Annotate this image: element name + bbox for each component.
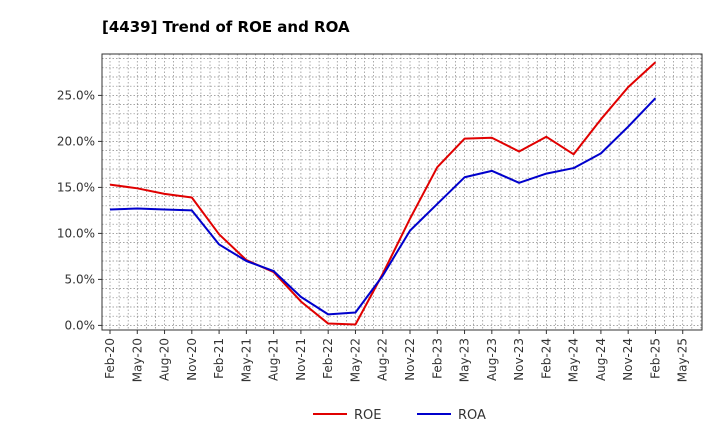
legend-label-roa: ROA: [458, 408, 486, 423]
x-tick-label: Feb-21: [212, 338, 226, 379]
x-tick-label: Feb-22: [321, 338, 335, 379]
x-tick-label: Nov-20: [185, 338, 199, 381]
legend-label-roe: ROE: [354, 408, 381, 423]
x-tick-label: May-20: [130, 338, 144, 382]
x-tick-label: Aug-22: [376, 338, 390, 381]
y-tick-label: 20.0%: [57, 134, 95, 148]
x-tick-label: Aug-24: [594, 338, 608, 381]
y-tick-label: 15.0%: [57, 180, 95, 194]
y-tick-label: 5.0%: [65, 272, 96, 286]
legend: ROE ROA: [313, 408, 486, 423]
x-tick-label: Aug-20: [158, 338, 172, 381]
x-tick-label: Feb-24: [539, 338, 553, 379]
x-tick-label: May-23: [458, 338, 472, 382]
series-line-roa: [109, 97, 657, 316]
x-tick-label: May-25: [676, 338, 690, 382]
x-tick-label: May-24: [567, 338, 581, 382]
x-tick-label: Nov-21: [294, 338, 308, 381]
y-tick-label: 10.0%: [57, 226, 95, 240]
x-tick-label: Nov-24: [621, 338, 635, 381]
chart-title: [4439] Trend of ROE and ROA: [102, 18, 350, 36]
x-tick-label: Feb-25: [648, 338, 662, 379]
plot-frame: [101, 53, 703, 331]
plot-area: 0.0% 5.0% 10.0% 15.0% 20.0% 25.0% Feb-20 May-20…: [57, 53, 703, 382]
x-tick-label: Nov-23: [512, 338, 526, 381]
x-tick-label: May-21: [239, 338, 253, 382]
x-tick-label: Feb-23: [430, 338, 444, 379]
x-tick-label: May-22: [348, 338, 362, 382]
x-tick-label: Aug-21: [267, 338, 281, 381]
x-tick-label: Aug-23: [485, 338, 499, 381]
y-tick-label: 0.0%: [65, 318, 96, 332]
y-tick-label: 25.0%: [57, 88, 95, 102]
x-tick-label: Feb-20: [103, 338, 117, 379]
plot-background: [102, 54, 702, 330]
x-tick-label: Nov-22: [403, 338, 417, 381]
